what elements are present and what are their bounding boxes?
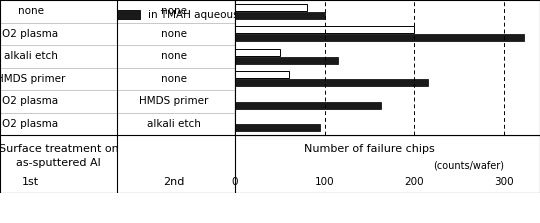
Text: as-sputtered Al: as-sputtered Al [16,158,101,168]
Text: none: none [161,29,187,39]
Text: 0: 0 [232,178,238,188]
Text: 1st: 1st [22,178,39,188]
Text: O2 plasma: O2 plasma [3,96,59,106]
Text: alkali etch: alkali etch [4,51,57,61]
Bar [235,26,414,33]
Text: HMDS primer: HMDS primer [139,96,208,106]
Text: 300: 300 [494,178,514,188]
Text: alkali etch: alkali etch [147,119,201,129]
Text: none: none [17,6,44,16]
Bar [235,79,428,86]
Bar [235,49,280,56]
Text: Number of failure chips: Number of failure chips [304,145,435,155]
Bar [235,57,338,64]
Text: none: none [161,6,187,16]
Text: 200: 200 [404,178,424,188]
Bar [235,102,381,109]
Text: none: none [161,51,187,61]
Text: (counts/wafer): (counts/wafer) [433,160,504,170]
Bar [235,71,289,78]
Text: 100: 100 [315,178,334,188]
Text: O2 plasma: O2 plasma [3,119,59,129]
Text: 2nd: 2nd [163,178,185,188]
Legend: in TMAH aqueous solution, in TMAH + additive: in TMAH aqueous solution, in TMAH + addi… [112,6,428,24]
Bar [235,34,524,41]
Text: O2 plasma: O2 plasma [3,29,59,39]
Text: none: none [161,74,187,84]
Text: HMDS primer: HMDS primer [0,74,65,84]
Text: Surface treatment on: Surface treatment on [0,145,119,155]
Bar [235,12,325,19]
Bar [235,4,307,11]
Bar [235,124,320,131]
